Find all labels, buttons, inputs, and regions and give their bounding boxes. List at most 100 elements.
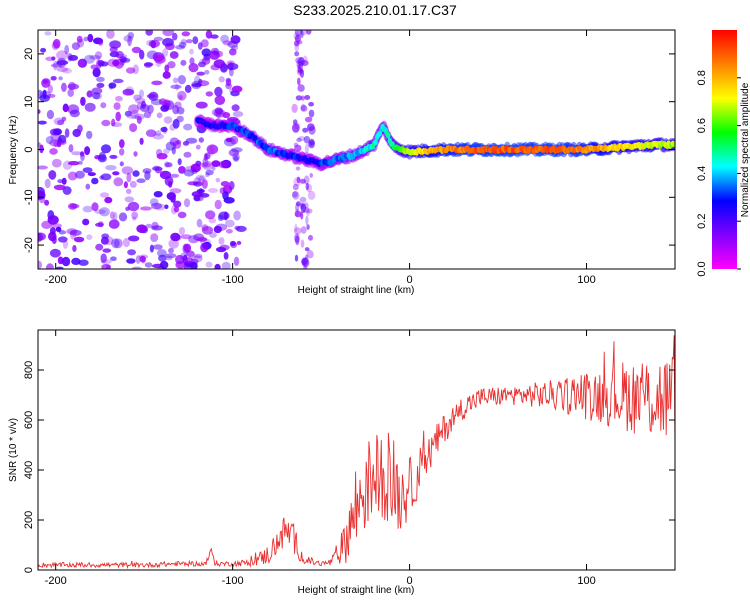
noise-blob	[111, 238, 120, 249]
noise-blob	[111, 118, 116, 127]
noise-blob	[115, 111, 121, 122]
noise-blob	[127, 36, 132, 47]
noise-blob	[307, 123, 315, 131]
noise-blob	[129, 123, 138, 133]
noise-blob	[221, 261, 231, 269]
ridge-segment	[373, 139, 378, 146]
noise-blob	[198, 78, 203, 84]
noise-blob	[39, 144, 44, 154]
noise-blob	[202, 160, 214, 171]
noise-blob	[57, 119, 65, 125]
noise-blob	[294, 233, 300, 244]
noise-blob	[133, 94, 142, 101]
noise-blob	[38, 120, 47, 125]
noise-blob	[163, 102, 170, 112]
noise-blob	[195, 174, 206, 181]
noise-blob	[175, 45, 186, 50]
noise-blob	[127, 32, 135, 39]
noise-blob	[45, 263, 54, 269]
noise-blob	[197, 42, 203, 50]
noise-blob	[183, 243, 192, 253]
noise-blob	[67, 53, 73, 62]
noise-blob	[208, 188, 219, 193]
noise-blob	[205, 169, 214, 176]
noise-blob	[200, 242, 209, 253]
noise-blob	[119, 148, 125, 156]
noise-blob	[92, 67, 101, 78]
noise-blob	[214, 86, 223, 97]
noise-blob	[301, 95, 305, 101]
noise-blob	[160, 126, 168, 133]
noise-blob	[180, 39, 187, 45]
y-tick-label: -10	[23, 189, 35, 205]
noise-blob	[140, 206, 152, 211]
noise-blob	[82, 167, 93, 174]
noise-blob	[177, 211, 187, 219]
noise-blob	[128, 104, 140, 114]
noise-blob	[308, 109, 315, 118]
noise-blob	[165, 253, 177, 259]
noise-blob	[68, 161, 80, 166]
noise-blob	[97, 154, 107, 163]
noise-blob	[121, 166, 134, 175]
noise-blob	[215, 177, 221, 183]
x-tick-label: -200	[45, 274, 67, 286]
noise-blob	[163, 148, 170, 155]
noise-blob	[53, 117, 65, 126]
y-tick-label: 0	[23, 146, 35, 152]
noise-blob	[309, 173, 313, 178]
noise-blob	[61, 256, 71, 267]
noise-blob	[304, 247, 310, 252]
noise-blob	[159, 171, 166, 177]
noise-blob	[156, 112, 163, 119]
noise-blob	[91, 177, 99, 185]
noise-blob	[222, 112, 231, 119]
noise-blob	[52, 128, 63, 136]
noise-blob	[150, 202, 163, 210]
noise-blob	[294, 43, 300, 52]
noise-blob	[38, 232, 43, 242]
noise-blob	[236, 240, 242, 245]
noise-blob	[48, 170, 57, 180]
noise-blob	[214, 107, 224, 115]
noise-blob	[49, 248, 61, 258]
noise-blob	[130, 109, 139, 119]
colorbar-tick-label: 0.2	[696, 214, 708, 229]
noise-blob	[201, 226, 214, 235]
noise-blob	[133, 151, 138, 157]
noise-blob	[69, 109, 80, 118]
noise-blob	[303, 135, 311, 144]
noise-blob	[125, 188, 132, 194]
noise-blob	[231, 147, 243, 153]
noise-blob	[143, 62, 153, 68]
noise-blob	[80, 96, 86, 106]
noise-blob	[231, 104, 240, 112]
noise-blob	[62, 240, 69, 249]
noise-blob	[188, 63, 199, 73]
noise-blob	[219, 244, 230, 251]
noise-blob	[229, 135, 239, 145]
noise-blob	[131, 211, 139, 220]
noise-blob	[87, 172, 96, 177]
noise-blob	[52, 38, 61, 49]
noise-blob	[192, 36, 199, 45]
noise-blob	[146, 39, 154, 47]
noise-blob	[185, 165, 197, 172]
noise-blob	[147, 104, 154, 114]
noise-blob	[173, 206, 180, 213]
noise-blob	[305, 215, 309, 226]
noise-blob	[77, 58, 88, 68]
noise-blob	[58, 236, 68, 243]
noise-blob	[119, 161, 124, 167]
noise-blob	[205, 91, 213, 97]
noise-blob	[155, 130, 162, 136]
noise-blob	[183, 123, 193, 131]
noise-blob	[300, 30, 304, 39]
x-tick-label: 100	[577, 575, 595, 587]
noise-blob	[56, 60, 69, 66]
noise-blob	[125, 67, 136, 74]
noise-blob	[64, 44, 70, 55]
noise-blob	[91, 92, 101, 100]
noise-blob	[164, 162, 173, 168]
